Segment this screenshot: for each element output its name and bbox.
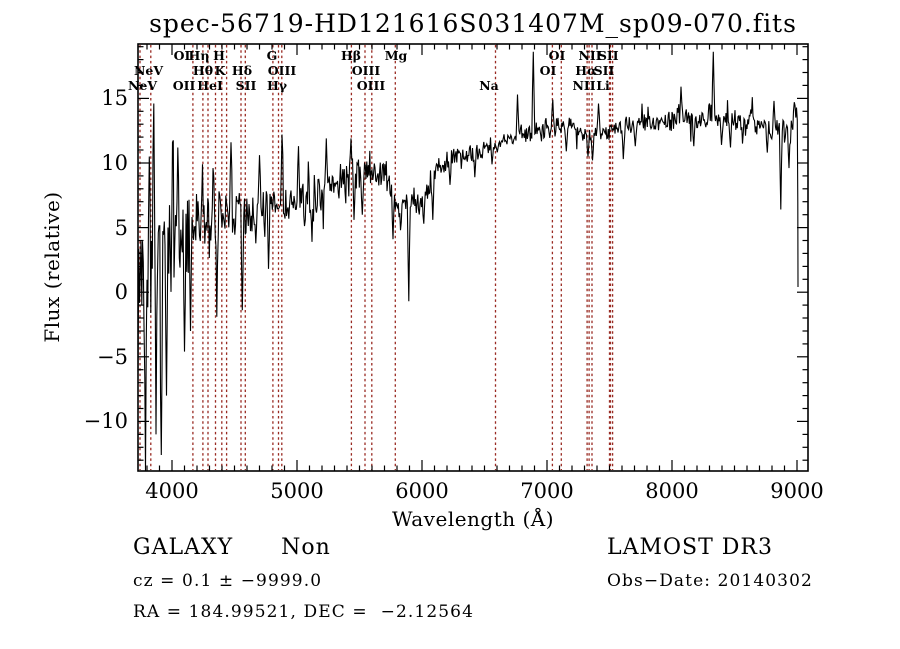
spectral-line-label: NeV (127, 78, 158, 93)
spectral-line-label: HeI (197, 78, 223, 93)
x-axis-label: Wavelength (Å) (391, 507, 555, 531)
spectral-line-label: G (266, 48, 278, 63)
spectral-line-label: NII (572, 78, 596, 93)
spectral-line-label: OIII (267, 63, 297, 78)
classification-label: GALAXY Non (133, 535, 331, 560)
spectral-line-label: H (213, 48, 225, 63)
spectral-line-label: Na (479, 78, 499, 93)
spectral-line-label: Mg (384, 48, 408, 63)
obs-date: Obs−Date: 20140302 (607, 571, 813, 591)
y-axis-label: Flux (relative) (40, 191, 64, 343)
spectral-line-label: Hα (575, 63, 597, 78)
spectral-line-label: Hθ (192, 63, 214, 78)
spectral-line-label: OI (539, 63, 557, 78)
spectral-line-label: Hβ (340, 48, 362, 63)
spectral-line-label: OIII (351, 63, 381, 78)
spectral-line-label: NeV (133, 63, 164, 78)
y-tick-label: 15 (101, 86, 128, 111)
y-tick-label: −5 (97, 344, 128, 369)
spectral-line-label: OI (548, 48, 566, 63)
spectral-line-label: OIII (356, 78, 386, 93)
x-tick-label: 9000 (770, 479, 824, 503)
cz-value: cz = 0.1 ± −9999.0 (133, 571, 323, 591)
y-tick-label: 10 (101, 150, 128, 175)
y-tick-label: −10 (83, 409, 128, 434)
spectral-line-label: NII (578, 48, 602, 63)
x-tick-label: 8000 (645, 479, 699, 503)
survey-label: LAMOST DR3 (607, 535, 773, 560)
spectral-line-label: K (214, 63, 226, 78)
spectral-line-label: OI (173, 48, 191, 63)
spectral-line-label: Hγ (266, 78, 288, 93)
x-tick-label: 5000 (270, 479, 324, 503)
spectral-line-label: SII (235, 78, 257, 93)
x-tick-label: 7000 (520, 479, 574, 503)
spectral-line-label: SII (593, 63, 615, 78)
spectral-line-label: OII (172, 78, 196, 93)
spectral-line-label: SII (597, 48, 619, 63)
plot-title: spec-56719-HD121616S031407M_sp09-070.fit… (149, 9, 797, 38)
spectral-line-label: Hη (188, 48, 210, 63)
x-tick-label: 4000 (145, 479, 199, 503)
spectral-line-label: Li (596, 78, 610, 93)
spectral-line-label: Hδ (231, 63, 253, 78)
y-tick-label: 5 (114, 215, 128, 240)
ra-dec: RA = 184.99521, DEC = −2.12564 (133, 602, 475, 622)
y-tick-label: 0 (114, 280, 128, 305)
x-tick-label: 6000 (395, 479, 449, 503)
